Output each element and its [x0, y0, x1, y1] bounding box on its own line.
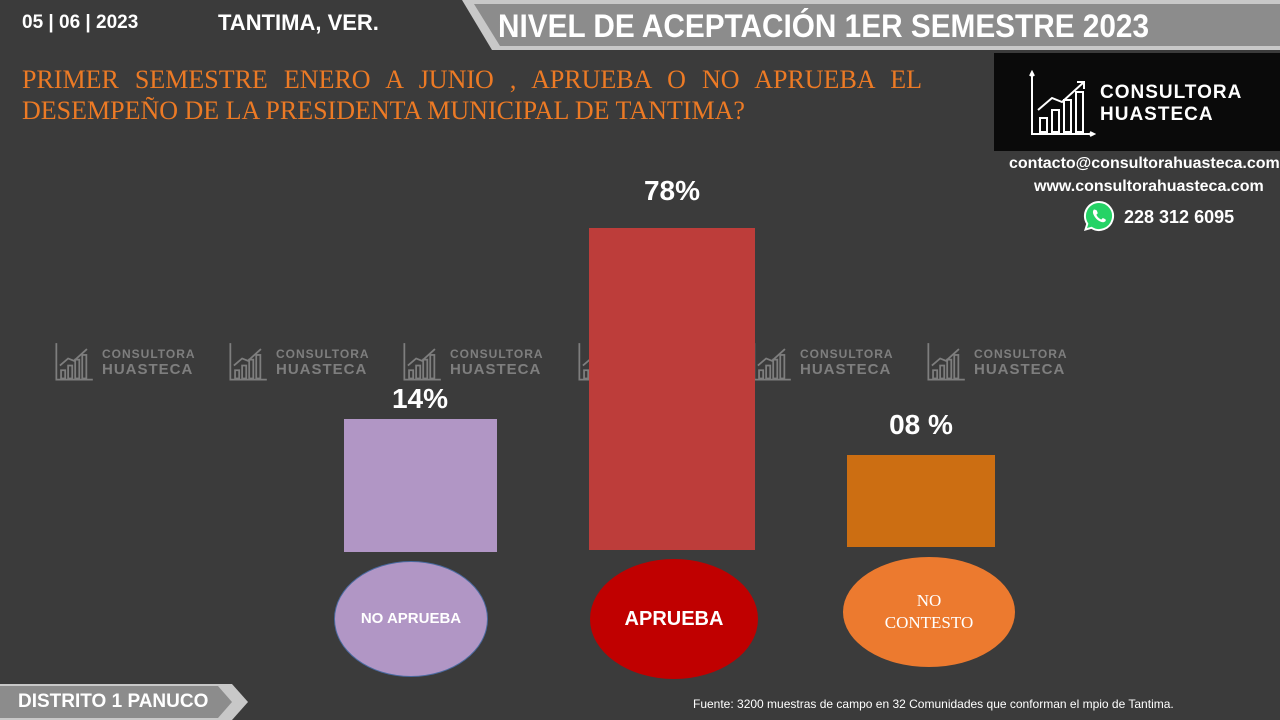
growth-chart-icon [55, 343, 93, 381]
watermark-line1: CONSULTORA [102, 347, 196, 361]
growth-chart-icon [927, 343, 965, 381]
banner-title: NIVEL DE ACEPTACIÓN 1ER SEMESTRE 2023 [498, 8, 1150, 44]
district-tag: DISTRITO 1 PANUCO [0, 686, 232, 718]
report-date: 05 | 06 | 2023 [22, 12, 139, 33]
category-label: APRUEBA [624, 608, 724, 630]
watermark-line2: HUASTECA [276, 361, 368, 378]
category-label: NO CONTESTO [884, 591, 974, 632]
watermark-line2: HUASTECA [974, 361, 1066, 378]
watermark-line1: CONSULTORA [450, 347, 544, 361]
watermark-line1: CONSULTORA [276, 347, 370, 361]
contact-email: contacto@consultorahuasteca.com [1009, 155, 1280, 172]
watermark-line2: HUASTECA [102, 361, 194, 378]
source-note: Fuente: 3200 muestras de campo en 32 Com… [693, 697, 1174, 711]
bar-no-contesto [847, 455, 995, 547]
category-ellipse-aprueba: APRUEBA [590, 559, 758, 679]
survey-question: PRIMER SEMESTRE ENERO A JUNIO , APRUEBA … [22, 65, 922, 125]
watermark-line2: HUASTECA [800, 361, 892, 378]
location-title: TANTIMA, VER. [218, 10, 379, 35]
brand-name: CONSULTORA HUASTECA [1100, 82, 1242, 126]
growth-chart-icon [753, 343, 791, 381]
growth-chart-icon [1029, 70, 1096, 137]
value-label-aprueba: 78% [643, 175, 701, 206]
bar-aprueba [589, 228, 755, 550]
bar-no-aprueba [343, 419, 497, 552]
category-ellipse-no-aprueba: NO APRUEBA [334, 561, 488, 677]
value-label-no-aprueba: 14% [391, 383, 449, 414]
watermark-line1: CONSULTORA [800, 347, 894, 361]
contact-phone: 228 312 6095 [1124, 207, 1235, 227]
watermark-line1: CONSULTORA [974, 347, 1068, 361]
value-label-no-contesto: 08 % [889, 409, 953, 440]
brand-line1: CONSULTORA [1100, 82, 1243, 103]
title-banner [474, 4, 1280, 46]
category-label: NO APRUEBA [360, 610, 462, 627]
brand-line2: HUASTECA [1100, 104, 1214, 125]
growth-chart-icon [403, 343, 441, 381]
category-ellipse-no-contesto: NO CONTESTO [843, 557, 1015, 667]
whatsapp-icon [1083, 200, 1115, 231]
contact-web: www.consultorahuasteca.com [1034, 178, 1264, 195]
watermark-line2: HUASTECA [450, 361, 542, 378]
growth-chart-icon [229, 343, 267, 381]
